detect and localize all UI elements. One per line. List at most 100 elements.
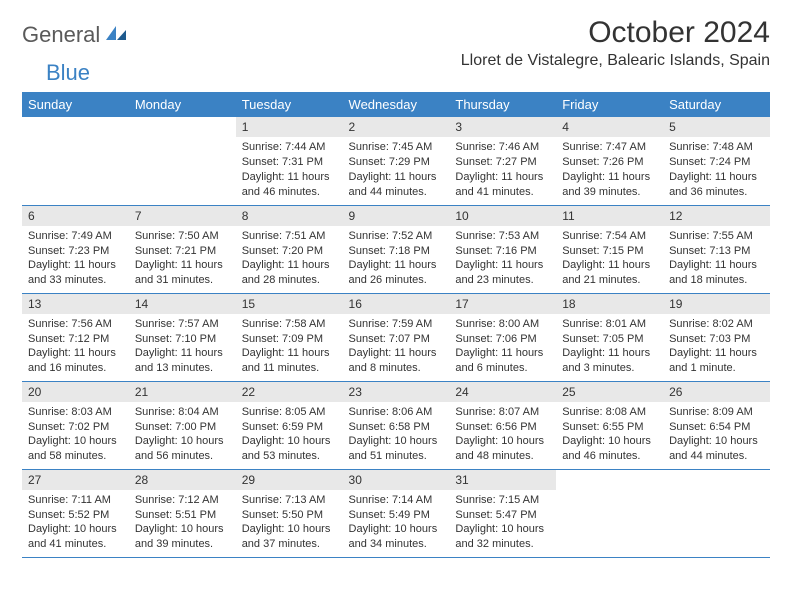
calendar-cell: 31Sunrise: 7:15 AMSunset: 5:47 PMDayligh… bbox=[449, 469, 556, 557]
sunrise-text: Sunrise: 7:46 AM bbox=[455, 140, 550, 155]
sunset-text: Sunset: 6:56 PM bbox=[455, 420, 550, 435]
day-body: Sunrise: 8:01 AMSunset: 7:05 PMDaylight:… bbox=[556, 314, 663, 380]
sunrise-text: Sunrise: 8:03 AM bbox=[28, 405, 123, 420]
logo-sail-icon bbox=[104, 24, 128, 47]
day-body: Sunrise: 7:59 AMSunset: 7:07 PMDaylight:… bbox=[343, 314, 450, 380]
sunset-text: Sunset: 5:50 PM bbox=[242, 508, 337, 523]
day-number: 23 bbox=[343, 382, 450, 402]
sunset-text: Sunset: 7:31 PM bbox=[242, 155, 337, 170]
daylight-text: Daylight: 11 hours and 28 minutes. bbox=[242, 258, 337, 288]
title-block: October 2024 Lloret de Vistalegre, Balea… bbox=[461, 16, 770, 70]
daylight-text: Daylight: 11 hours and 3 minutes. bbox=[562, 346, 657, 376]
daylight-text: Daylight: 11 hours and 36 minutes. bbox=[669, 170, 764, 200]
day-number: 10 bbox=[449, 206, 556, 226]
calendar-cell: 20Sunrise: 8:03 AMSunset: 7:02 PMDayligh… bbox=[22, 381, 129, 469]
sunset-text: Sunset: 5:51 PM bbox=[135, 508, 230, 523]
daylight-text: Daylight: 11 hours and 18 minutes. bbox=[669, 258, 764, 288]
sunrise-text: Sunrise: 7:45 AM bbox=[349, 140, 444, 155]
sunset-text: Sunset: 7:10 PM bbox=[135, 332, 230, 347]
calendar-head: Sunday Monday Tuesday Wednesday Thursday… bbox=[22, 92, 770, 117]
sunrise-text: Sunrise: 7:12 AM bbox=[135, 493, 230, 508]
daylight-text: Daylight: 10 hours and 51 minutes. bbox=[349, 434, 444, 464]
month-title: October 2024 bbox=[461, 16, 770, 50]
calendar-cell: 18Sunrise: 8:01 AMSunset: 7:05 PMDayligh… bbox=[556, 293, 663, 381]
day-body: Sunrise: 8:04 AMSunset: 7:00 PMDaylight:… bbox=[129, 402, 236, 468]
sunrise-text: Sunrise: 7:52 AM bbox=[349, 229, 444, 244]
calendar-cell: 21Sunrise: 8:04 AMSunset: 7:00 PMDayligh… bbox=[129, 381, 236, 469]
day-body: Sunrise: 7:12 AMSunset: 5:51 PMDaylight:… bbox=[129, 490, 236, 556]
day-number: 31 bbox=[449, 470, 556, 490]
day-number: 30 bbox=[343, 470, 450, 490]
sunset-text: Sunset: 7:21 PM bbox=[135, 244, 230, 259]
sunset-text: Sunset: 5:47 PM bbox=[455, 508, 550, 523]
day-body: Sunrise: 7:46 AMSunset: 7:27 PMDaylight:… bbox=[449, 137, 556, 203]
sunset-text: Sunset: 7:02 PM bbox=[28, 420, 123, 435]
sunrise-text: Sunrise: 7:55 AM bbox=[669, 229, 764, 244]
sunrise-text: Sunrise: 7:50 AM bbox=[135, 229, 230, 244]
daylight-text: Daylight: 10 hours and 58 minutes. bbox=[28, 434, 123, 464]
daylight-text: Daylight: 11 hours and 13 minutes. bbox=[135, 346, 230, 376]
day-body: Sunrise: 7:45 AMSunset: 7:29 PMDaylight:… bbox=[343, 137, 450, 203]
calendar-cell: 11Sunrise: 7:54 AMSunset: 7:15 PMDayligh… bbox=[556, 205, 663, 293]
day-number: 5 bbox=[663, 117, 770, 137]
day-number: 2 bbox=[343, 117, 450, 137]
sunrise-text: Sunrise: 7:51 AM bbox=[242, 229, 337, 244]
day-number: 6 bbox=[22, 206, 129, 226]
sunrise-text: Sunrise: 7:48 AM bbox=[669, 140, 764, 155]
day-number: 9 bbox=[343, 206, 450, 226]
sunset-text: Sunset: 7:00 PM bbox=[135, 420, 230, 435]
logo: General bbox=[22, 16, 130, 48]
sunrise-text: Sunrise: 8:05 AM bbox=[242, 405, 337, 420]
sunset-text: Sunset: 7:27 PM bbox=[455, 155, 550, 170]
day-number: 26 bbox=[663, 382, 770, 402]
calendar-cell: 1Sunrise: 7:44 AMSunset: 7:31 PMDaylight… bbox=[236, 117, 343, 205]
day-number: 14 bbox=[129, 294, 236, 314]
sunrise-text: Sunrise: 7:49 AM bbox=[28, 229, 123, 244]
calendar-cell: 25Sunrise: 8:08 AMSunset: 6:55 PMDayligh… bbox=[556, 381, 663, 469]
calendar-cell: 9Sunrise: 7:52 AMSunset: 7:18 PMDaylight… bbox=[343, 205, 450, 293]
day-number: 29 bbox=[236, 470, 343, 490]
day-number: 27 bbox=[22, 470, 129, 490]
calendar-cell: .. bbox=[663, 469, 770, 557]
sunrise-text: Sunrise: 8:07 AM bbox=[455, 405, 550, 420]
sunrise-text: Sunrise: 7:53 AM bbox=[455, 229, 550, 244]
sunset-text: Sunset: 7:15 PM bbox=[562, 244, 657, 259]
day-body: Sunrise: 7:11 AMSunset: 5:52 PMDaylight:… bbox=[22, 490, 129, 556]
day-body: Sunrise: 7:55 AMSunset: 7:13 PMDaylight:… bbox=[663, 226, 770, 292]
calendar-cell: 30Sunrise: 7:14 AMSunset: 5:49 PMDayligh… bbox=[343, 469, 450, 557]
calendar-cell: 13Sunrise: 7:56 AMSunset: 7:12 PMDayligh… bbox=[22, 293, 129, 381]
sunset-text: Sunset: 7:23 PM bbox=[28, 244, 123, 259]
daylight-text: Daylight: 11 hours and 41 minutes. bbox=[455, 170, 550, 200]
day-body: Sunrise: 8:02 AMSunset: 7:03 PMDaylight:… bbox=[663, 314, 770, 380]
location-label: Lloret de Vistalegre, Balearic Islands, … bbox=[461, 52, 770, 70]
calendar-cell: 6Sunrise: 7:49 AMSunset: 7:23 PMDaylight… bbox=[22, 205, 129, 293]
day-body: Sunrise: 7:56 AMSunset: 7:12 PMDaylight:… bbox=[22, 314, 129, 380]
daylight-text: Daylight: 10 hours and 41 minutes. bbox=[28, 522, 123, 552]
weekday-header: Wednesday bbox=[343, 92, 450, 117]
sunset-text: Sunset: 6:59 PM bbox=[242, 420, 337, 435]
calendar-cell: .. bbox=[129, 117, 236, 205]
day-body: Sunrise: 7:14 AMSunset: 5:49 PMDaylight:… bbox=[343, 490, 450, 556]
daylight-text: Daylight: 10 hours and 56 minutes. bbox=[135, 434, 230, 464]
day-body: Sunrise: 8:08 AMSunset: 6:55 PMDaylight:… bbox=[556, 402, 663, 468]
calendar-cell: 29Sunrise: 7:13 AMSunset: 5:50 PMDayligh… bbox=[236, 469, 343, 557]
sunrise-text: Sunrise: 7:47 AM bbox=[562, 140, 657, 155]
calendar-cell: 14Sunrise: 7:57 AMSunset: 7:10 PMDayligh… bbox=[129, 293, 236, 381]
sunset-text: Sunset: 6:58 PM bbox=[349, 420, 444, 435]
day-body: Sunrise: 8:09 AMSunset: 6:54 PMDaylight:… bbox=[663, 402, 770, 468]
calendar-cell: 7Sunrise: 7:50 AMSunset: 7:21 PMDaylight… bbox=[129, 205, 236, 293]
calendar-cell: .. bbox=[22, 117, 129, 205]
day-body: Sunrise: 7:49 AMSunset: 7:23 PMDaylight:… bbox=[22, 226, 129, 292]
sunset-text: Sunset: 7:16 PM bbox=[455, 244, 550, 259]
day-body: Sunrise: 8:03 AMSunset: 7:02 PMDaylight:… bbox=[22, 402, 129, 468]
weekday-header: Tuesday bbox=[236, 92, 343, 117]
daylight-text: Daylight: 11 hours and 11 minutes. bbox=[242, 346, 337, 376]
day-number: 15 bbox=[236, 294, 343, 314]
calendar-cell: 12Sunrise: 7:55 AMSunset: 7:13 PMDayligh… bbox=[663, 205, 770, 293]
weekday-header: Sunday bbox=[22, 92, 129, 117]
daylight-text: Daylight: 10 hours and 44 minutes. bbox=[669, 434, 764, 464]
day-body: Sunrise: 8:00 AMSunset: 7:06 PMDaylight:… bbox=[449, 314, 556, 380]
sunset-text: Sunset: 7:29 PM bbox=[349, 155, 444, 170]
calendar-table: Sunday Monday Tuesday Wednesday Thursday… bbox=[22, 92, 770, 558]
daylight-text: Daylight: 11 hours and 26 minutes. bbox=[349, 258, 444, 288]
